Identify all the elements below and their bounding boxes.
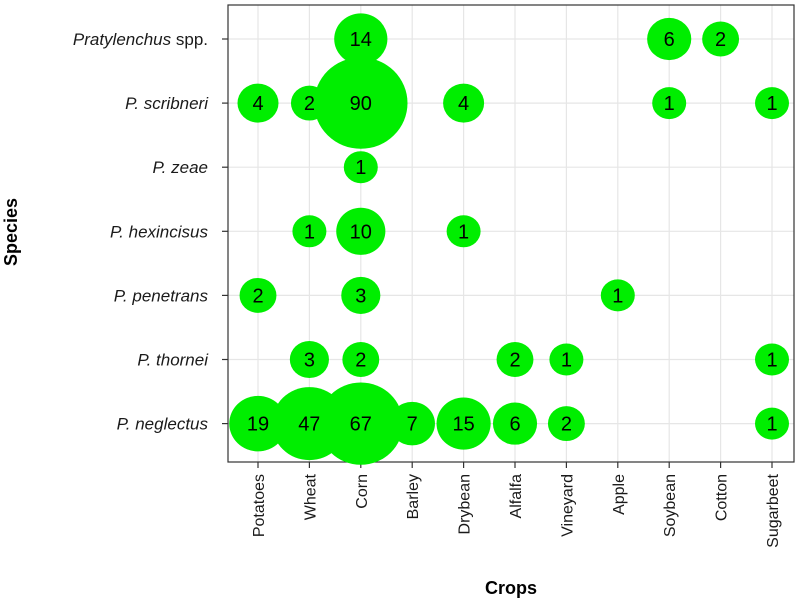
bubble-value-label: 1 xyxy=(766,93,777,115)
bubble-value-label: 67 xyxy=(350,414,372,436)
bubble xyxy=(652,87,687,120)
bubble-value-label: 1 xyxy=(561,350,572,372)
bubble-value-label: 2 xyxy=(355,350,366,372)
bubble xyxy=(334,13,388,65)
bubble-value-label: 4 xyxy=(458,93,469,115)
x-tick-label: Cotton xyxy=(714,474,731,521)
bubble-value-label: 2 xyxy=(561,414,572,436)
axis-ticks xyxy=(222,38,773,468)
x-tick-label: Alfalfa xyxy=(508,474,525,519)
bubble xyxy=(342,342,380,377)
bubble xyxy=(496,342,534,377)
bubble xyxy=(314,57,408,149)
bubble-value-label: 7 xyxy=(407,414,418,436)
y-tick-label: P. zeae xyxy=(153,158,208,177)
bubble-value-label: 15 xyxy=(452,414,474,436)
bubble xyxy=(436,397,491,450)
y-tick-label: Pratylenchus spp. xyxy=(73,30,208,49)
bubble xyxy=(547,406,585,442)
bubble xyxy=(446,215,481,248)
y-tick-label: P. scribneri xyxy=(125,94,209,113)
bubble xyxy=(336,207,386,255)
x-tick-label: Potatoes xyxy=(251,474,268,537)
bubble-value-label: 19 xyxy=(247,414,269,436)
bubble-value-label: 1 xyxy=(304,221,315,243)
x-tick-label: Vineyard xyxy=(559,474,576,537)
x-tick-label: Barley xyxy=(405,474,422,519)
bubbles: 14 6 2 4 2 90 4 1 1 1 1 10 1 2 3 1 3 2 2 1 1 19 47 67 7 15 6 2 1 xyxy=(229,13,789,465)
bubble-value-label: 2 xyxy=(715,29,726,51)
bubble-value-label: 2 xyxy=(509,350,520,372)
bubble xyxy=(755,407,789,440)
plot-panel-border xyxy=(227,4,795,463)
x-tick-label: Corn xyxy=(354,474,371,509)
bubble xyxy=(492,402,538,445)
bubble-value-label: 1 xyxy=(766,414,777,436)
bubble xyxy=(289,340,329,379)
x-tick-label: Drybean xyxy=(457,474,474,534)
bubble xyxy=(318,382,403,465)
bubble-value-label: 14 xyxy=(350,29,372,51)
bubble-value-label: 1 xyxy=(664,93,675,115)
x-tick-label: Apple xyxy=(611,474,628,515)
bubble xyxy=(702,21,740,57)
x-axis-title: Crops xyxy=(485,578,537,598)
y-tick-label: P. neglectus xyxy=(117,415,209,434)
y-axis-title: Species xyxy=(1,198,21,266)
bubble xyxy=(755,343,789,376)
bubble xyxy=(600,279,635,312)
bubble xyxy=(237,83,279,123)
bubble-value-label: 6 xyxy=(509,414,520,436)
x-tick-label: Soybean xyxy=(662,474,679,537)
bubble xyxy=(389,401,435,446)
x-tick-label: Sugarbeet xyxy=(765,473,782,547)
bubble xyxy=(647,17,692,61)
bubble-value-label: 1 xyxy=(355,157,366,179)
bubble-value-label: 2 xyxy=(252,285,263,307)
bubble-value-label: 2 xyxy=(304,93,315,115)
bubble-value-label: 3 xyxy=(355,285,366,307)
bubble-value-label: 90 xyxy=(350,93,372,115)
x-tick-label: Wheat xyxy=(302,473,319,520)
y-tick-label: P. thornei xyxy=(137,351,209,370)
bubble xyxy=(292,215,327,248)
bubble xyxy=(343,151,378,184)
bubble xyxy=(549,343,584,376)
x-axis-tick-labels: Potatoes Wheat Corn Barley Drybean Alfalfa Vin… xyxy=(251,473,782,547)
bubble xyxy=(443,83,485,123)
bubble-value-label: 1 xyxy=(766,350,777,372)
y-tick-label: P. penetrans xyxy=(114,286,209,305)
bubble xyxy=(229,395,287,452)
gridlines xyxy=(228,5,794,462)
bubble-value-label: 6 xyxy=(664,29,675,51)
y-axis-tick-labels: Pratylenchus spp. P. scribneri P. zeae P. h… xyxy=(73,30,209,434)
bubble-value-label: 1 xyxy=(458,221,469,243)
bubble-value-label: 1 xyxy=(612,285,623,307)
bubble xyxy=(239,277,277,313)
bubble xyxy=(755,87,789,120)
bubble-value-label: 4 xyxy=(252,93,263,115)
y-tick-label: P. hexincisus xyxy=(110,222,208,241)
bubble-value-label: 10 xyxy=(350,221,372,243)
bubble-value-label: 3 xyxy=(304,350,315,372)
bubble xyxy=(341,276,381,314)
bubble-value-label: 47 xyxy=(298,414,320,436)
